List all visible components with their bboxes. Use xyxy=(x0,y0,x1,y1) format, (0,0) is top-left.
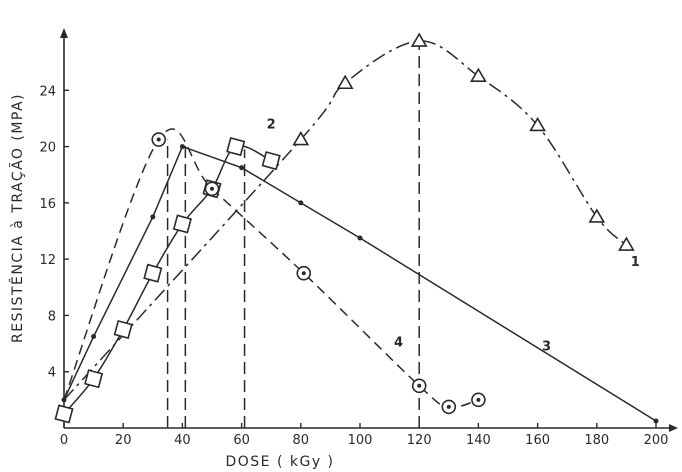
x-tick-label: 160 xyxy=(525,433,550,448)
x-tick-label: 0 xyxy=(60,433,68,448)
x-axis-arrow xyxy=(669,424,678,432)
data-point-series-2 xyxy=(54,404,74,424)
reference-lines xyxy=(166,41,420,428)
data-point-series-4 xyxy=(204,181,220,197)
data-markers xyxy=(54,32,659,424)
data-point-series-3 xyxy=(91,334,97,340)
x-tick-label: 20 xyxy=(115,433,132,448)
data-point-series-4 xyxy=(411,378,427,394)
data-point-series-1 xyxy=(336,74,354,90)
data-point-series-1 xyxy=(470,67,487,83)
data-point-series-3 xyxy=(298,200,304,206)
y-axis-arrow xyxy=(60,28,68,38)
data-point-series-2 xyxy=(172,214,192,234)
y-tick-label: 4 xyxy=(48,366,56,381)
y-tick-label: 24 xyxy=(39,84,56,99)
curve-label-3: 3 xyxy=(542,340,551,355)
data-point-series-1 xyxy=(529,116,546,132)
data-point-series-4 xyxy=(151,132,167,147)
series-line-3 xyxy=(63,145,657,422)
data-point-series-4 xyxy=(296,265,312,281)
data-point-series-3 xyxy=(357,235,363,241)
data-point-series-4 xyxy=(471,392,486,408)
data-point-series-1 xyxy=(292,130,310,146)
x-tick-label: 40 xyxy=(174,433,191,448)
series-line-1 xyxy=(63,40,627,401)
y-axis-title: RESISTÊNCIA à TRAÇÃO (MPA) xyxy=(8,93,26,343)
x-tick-label: 180 xyxy=(584,433,609,448)
x-tick-label: 80 xyxy=(293,433,310,448)
data-point-series-1 xyxy=(588,208,606,223)
y-tick-label: 12 xyxy=(39,253,56,268)
data-point-series-1 xyxy=(618,236,635,251)
curve-label-2: 2 xyxy=(267,117,276,132)
series-lines xyxy=(63,40,657,422)
data-point-series-3 xyxy=(653,418,659,424)
x-tick-label: 200 xyxy=(644,433,669,448)
data-point-series-3 xyxy=(179,144,185,150)
x-tick-label: 120 xyxy=(407,433,432,448)
data-point-series-4 xyxy=(441,399,457,415)
y-tick-label: 8 xyxy=(48,309,56,324)
y-tick-label: 20 xyxy=(39,141,56,156)
x-tick-label: 140 xyxy=(466,433,491,448)
x-tick-label: 60 xyxy=(233,433,250,448)
data-point-series-2 xyxy=(261,151,281,171)
data-point-series-2 xyxy=(143,263,163,283)
data-point-series-3 xyxy=(150,214,156,220)
data-point-series-1 xyxy=(410,32,428,47)
data-point-series-3 xyxy=(239,165,245,171)
curve-labels: 1 2 3 4 xyxy=(267,117,640,354)
y-tick-label: 16 xyxy=(39,197,56,212)
curve-label-1: 1 xyxy=(631,255,640,270)
x-tick-label: 100 xyxy=(348,433,373,448)
data-point-series-2 xyxy=(113,319,133,340)
series-line-4 xyxy=(63,128,479,409)
data-point-series-3 xyxy=(61,397,67,403)
data-point-series-2 xyxy=(226,137,246,157)
x-axis-title: DOSE ( kGy ) xyxy=(225,454,334,470)
curve-label-4: 4 xyxy=(394,335,403,350)
data-point-series-2 xyxy=(84,369,104,389)
